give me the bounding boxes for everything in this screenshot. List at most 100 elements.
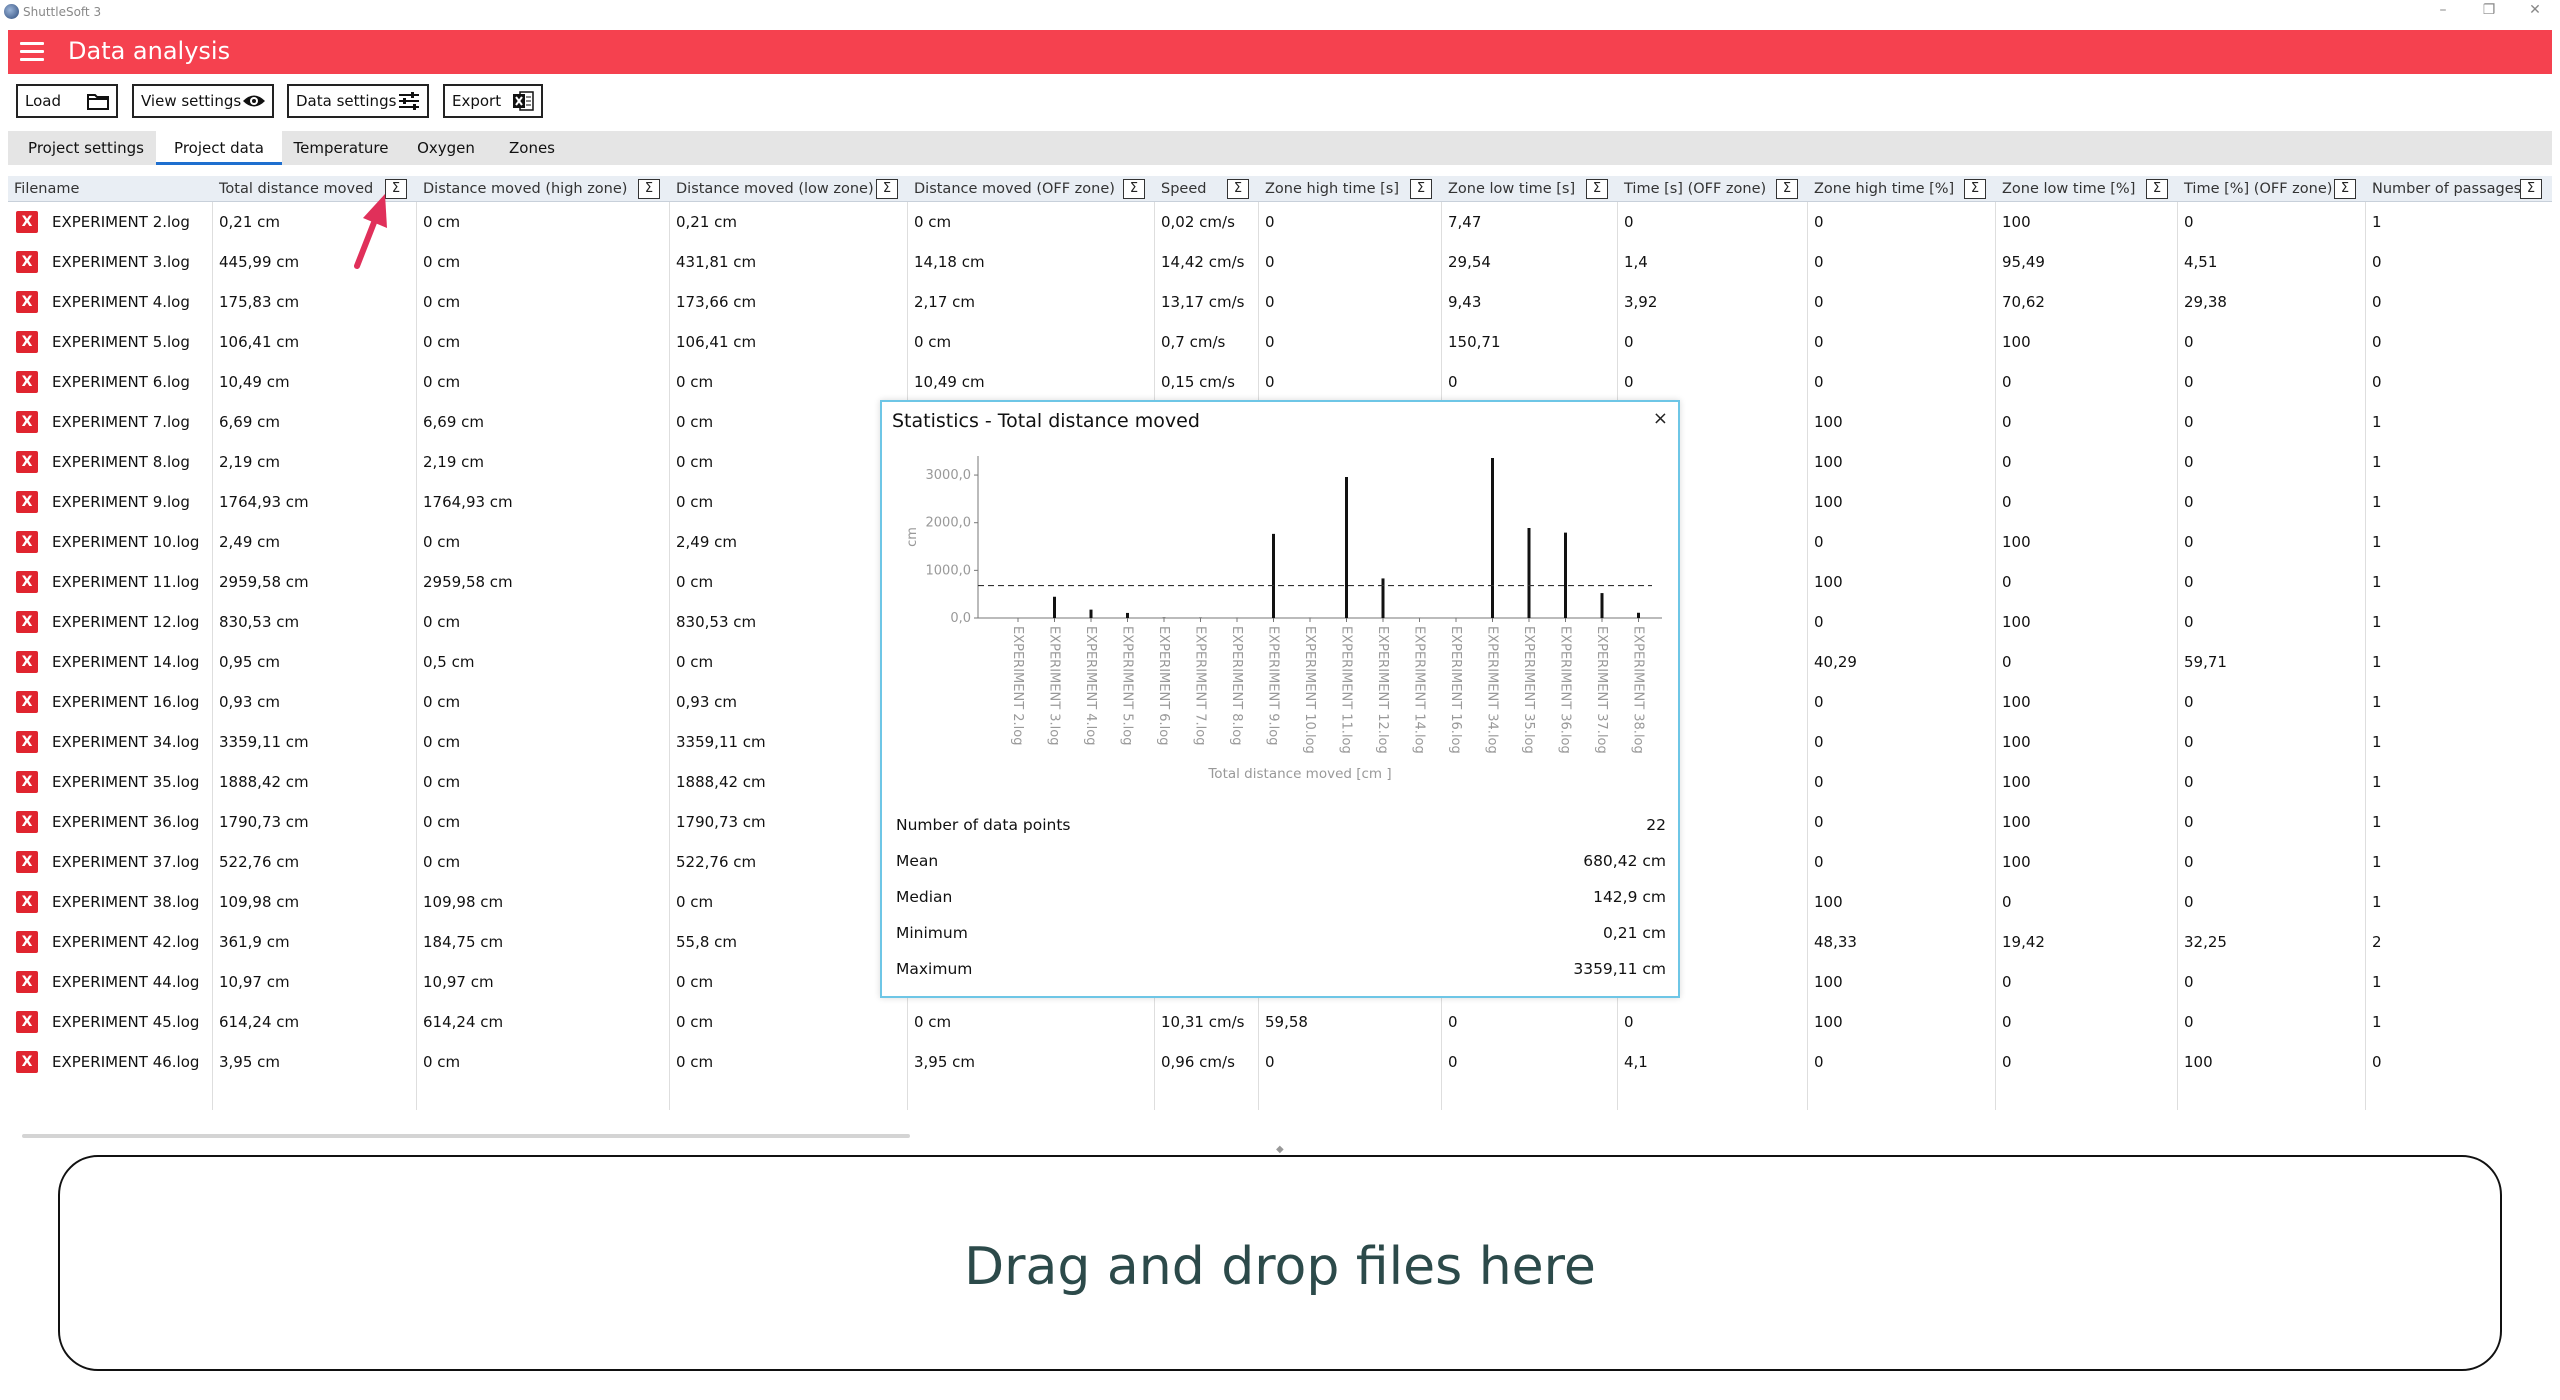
table-row[interactable]: X EXPERIMENT 38.log 109,98 cm 109,98 cm 0 cm… bbox=[8, 882, 2552, 922]
cell-speed: 0,02 cm/s bbox=[1161, 213, 1235, 231]
remove-file-icon[interactable]: X bbox=[16, 891, 38, 913]
remove-file-icon[interactable]: X bbox=[16, 411, 38, 433]
table-row[interactable]: X EXPERIMENT 14.log 0,95 cm 0,5 cm 0 cm 40,29… bbox=[8, 642, 2552, 682]
sigma-statistics-button[interactable]: Σ bbox=[1227, 179, 1249, 199]
dialog-close-button[interactable]: × bbox=[1652, 408, 1668, 429]
sigma-statistics-button[interactable]: Σ bbox=[638, 179, 660, 199]
remove-file-icon[interactable]: X bbox=[16, 251, 38, 273]
restore-button[interactable]: ❐ bbox=[2482, 2, 2496, 18]
column-header-distance-high-zone[interactable]: Distance moved (high zone) bbox=[423, 181, 628, 197]
remove-file-icon[interactable]: X bbox=[16, 931, 38, 953]
cell-time-off-zone-pct: 0 bbox=[2184, 733, 2194, 751]
view-settings-button[interactable]: View settings bbox=[132, 84, 274, 118]
sigma-statistics-button[interactable]: Σ bbox=[1586, 179, 1608, 199]
cell-distance-low-zone: 522,76 cm bbox=[676, 853, 757, 871]
column-header-time-off-zone-pct[interactable]: Time [%] (OFF zone) bbox=[2184, 181, 2333, 197]
table-row[interactable]: X EXPERIMENT 16.log 0,93 cm 0 cm 0,93 cm 0 100… bbox=[8, 682, 2552, 722]
tab-temperature[interactable]: Temperature bbox=[293, 139, 389, 157]
cell-zone-low-time-pct: 100 bbox=[2002, 773, 2031, 791]
sigma-statistics-button[interactable]: Σ bbox=[1123, 179, 1145, 199]
column-header-time-off-zone-s[interactable]: Time [s] (OFF zone) bbox=[1624, 181, 1767, 197]
remove-file-icon[interactable]: X bbox=[16, 571, 38, 593]
table-row[interactable]: X EXPERIMENT 44.log 10,97 cm 10,97 cm 0 cm 10… bbox=[8, 962, 2552, 1002]
remove-file-icon[interactable]: X bbox=[16, 291, 38, 313]
remove-file-icon[interactable]: X bbox=[16, 451, 38, 473]
column-header-zone-high-time-s[interactable]: Zone high time [s] bbox=[1265, 181, 1399, 197]
remove-file-icon[interactable]: X bbox=[16, 971, 38, 993]
remove-file-icon[interactable]: X bbox=[16, 1051, 38, 1073]
table-row[interactable]: X EXPERIMENT 42.log 361,9 cm 184,75 cm 55,8 … bbox=[8, 922, 2552, 962]
table-row[interactable]: X EXPERIMENT 4.log 175,83 cm 0 cm 173,66 cm 2… bbox=[8, 282, 2552, 322]
window-titlebar: ShuttleSoft 3 – ❐ ✕ bbox=[0, 0, 2560, 27]
remove-file-icon[interactable]: X bbox=[16, 211, 38, 233]
column-header-zone-high-time-pct[interactable]: Zone high time [%] bbox=[1814, 181, 1955, 197]
remove-file-icon[interactable]: X bbox=[16, 851, 38, 873]
sigma-statistics-button[interactable]: Σ bbox=[1776, 179, 1798, 199]
pointer-arrow-icon bbox=[354, 194, 387, 269]
remove-file-icon[interactable]: X bbox=[16, 491, 38, 513]
table-row[interactable]: X EXPERIMENT 12.log 830,53 cm 0 cm 830,53 cm… bbox=[8, 602, 2552, 642]
table-row[interactable]: X EXPERIMENT 46.log 3,95 cm 0 cm 0 cm 3,95 cm… bbox=[8, 1042, 2552, 1082]
sigma-statistics-button[interactable]: Σ bbox=[2520, 179, 2542, 199]
cell-number-of-passages: 1 bbox=[2372, 653, 2382, 671]
x-tick-label: EXPERIMENT 12.log bbox=[1375, 626, 1390, 754]
hamburger-menu-icon[interactable] bbox=[20, 42, 44, 62]
data-settings-button[interactable]: Data settings bbox=[287, 84, 429, 118]
column-header-zone-low-time-s[interactable]: Zone low time [s] bbox=[1448, 181, 1576, 197]
table-row[interactable]: X EXPERIMENT 8.log 2,19 cm 2,19 cm 0 cm 100 0 0… bbox=[8, 442, 2552, 482]
table-row[interactable]: X EXPERIMENT 2.log 0,21 cm 0 cm 0,21 cm 0 cm 0… bbox=[8, 202, 2552, 242]
table-row[interactable]: X EXPERIMENT 45.log 614,24 cm 614,24 cm 0 cm… bbox=[8, 1002, 2552, 1042]
column-header-distance-low-zone[interactable]: Distance moved (low zone) bbox=[676, 181, 874, 197]
export-button[interactable]: Export bbox=[443, 84, 543, 118]
sigma-statistics-button[interactable]: Σ bbox=[385, 179, 407, 199]
remove-file-icon[interactable]: X bbox=[16, 651, 38, 673]
column-header-speed[interactable]: Speed bbox=[1161, 181, 1207, 197]
splitter-handle-icon[interactable]: ◆ bbox=[1276, 1144, 1284, 1155]
remove-file-icon[interactable]: X bbox=[16, 691, 38, 713]
sigma-statistics-button[interactable]: Σ bbox=[2146, 179, 2168, 199]
column-header-number-of-passages[interactable]: Number of passages bbox=[2372, 181, 2522, 197]
sigma-statistics-button[interactable]: Σ bbox=[2334, 179, 2356, 199]
table-row[interactable]: X EXPERIMENT 11.log 2959,58 cm 2959,58 cm 0 … bbox=[8, 562, 2552, 602]
close-window-button[interactable]: ✕ bbox=[2529, 2, 2541, 18]
tab-project-data[interactable]: Project data bbox=[156, 131, 282, 165]
table-row[interactable]: X EXPERIMENT 35.log 1888,42 cm 0 cm 1888,42 … bbox=[8, 762, 2552, 802]
sigma-statistics-button[interactable]: Σ bbox=[1410, 179, 1432, 199]
table-row[interactable]: X EXPERIMENT 3.log 445,99 cm 0 cm 431,81 cm 1… bbox=[8, 242, 2552, 282]
cell-zone-low-time-s: 0 bbox=[1448, 1013, 1458, 1031]
sigma-statistics-button[interactable]: Σ bbox=[876, 179, 898, 199]
file-drop-zone[interactable]: Drag and drop files here bbox=[58, 1155, 2502, 1371]
table-row[interactable]: X EXPERIMENT 34.log 3359,11 cm 0 cm 3359,11 … bbox=[8, 722, 2552, 762]
table-row[interactable]: X EXPERIMENT 10.log 2,49 cm 0 cm 2,49 cm 0 100… bbox=[8, 522, 2552, 562]
remove-file-icon[interactable]: X bbox=[16, 611, 38, 633]
remove-file-icon[interactable]: X bbox=[16, 1011, 38, 1033]
column-header-total-distance[interactable]: Total distance moved bbox=[219, 181, 374, 197]
remove-file-icon[interactable]: X bbox=[16, 771, 38, 793]
column-divider bbox=[212, 202, 213, 1110]
table-row[interactable]: X EXPERIMENT 9.log 1764,93 cm 1764,93 cm 0 c… bbox=[8, 482, 2552, 522]
column-header-distance-off-zone[interactable]: Distance moved (OFF zone) bbox=[914, 181, 1115, 197]
column-header-zone-low-time-pct[interactable]: Zone low time [%] bbox=[2002, 181, 2136, 197]
table-row[interactable]: X EXPERIMENT 5.log 106,41 cm 0 cm 106,41 cm 0… bbox=[8, 322, 2552, 362]
cell-zone-high-time-pct: 100 bbox=[1814, 413, 1843, 431]
horizontal-scrollbar[interactable] bbox=[22, 1134, 910, 1138]
table-row[interactable]: X EXPERIMENT 37.log 522,76 cm 0 cm 522,76 cm… bbox=[8, 842, 2552, 882]
remove-file-icon[interactable]: X bbox=[16, 531, 38, 553]
remove-file-icon[interactable]: X bbox=[16, 811, 38, 833]
tab-zones[interactable]: Zones bbox=[508, 139, 555, 157]
tab-oxygen[interactable]: Oxygen bbox=[417, 139, 475, 157]
cell-zone-low-time-pct: 0 bbox=[2002, 453, 2012, 471]
remove-file-icon[interactable]: X bbox=[16, 331, 38, 353]
cell-zone-low-time-pct: 100 bbox=[2002, 853, 2031, 871]
load-button[interactable]: Load bbox=[16, 84, 118, 118]
stat-label: Maximum bbox=[896, 960, 973, 978]
sigma-statistics-button[interactable]: Σ bbox=[1964, 179, 1986, 199]
table-row[interactable]: X EXPERIMENT 7.log 6,69 cm 6,69 cm 0 cm 100 0 0… bbox=[8, 402, 2552, 442]
remove-file-icon[interactable]: X bbox=[16, 371, 38, 393]
remove-file-icon[interactable]: X bbox=[16, 731, 38, 753]
table-row[interactable]: X EXPERIMENT 6.log 10,49 cm 0 cm 0 cm 10,49 c… bbox=[8, 362, 2552, 402]
table-row[interactable]: X EXPERIMENT 36.log 1790,73 cm 0 cm 1790,73 … bbox=[8, 802, 2552, 842]
tab-project-settings[interactable]: Project settings bbox=[28, 139, 144, 157]
column-header-filename[interactable]: Filename bbox=[14, 181, 80, 197]
minimize-button[interactable]: – bbox=[2439, 2, 2447, 18]
